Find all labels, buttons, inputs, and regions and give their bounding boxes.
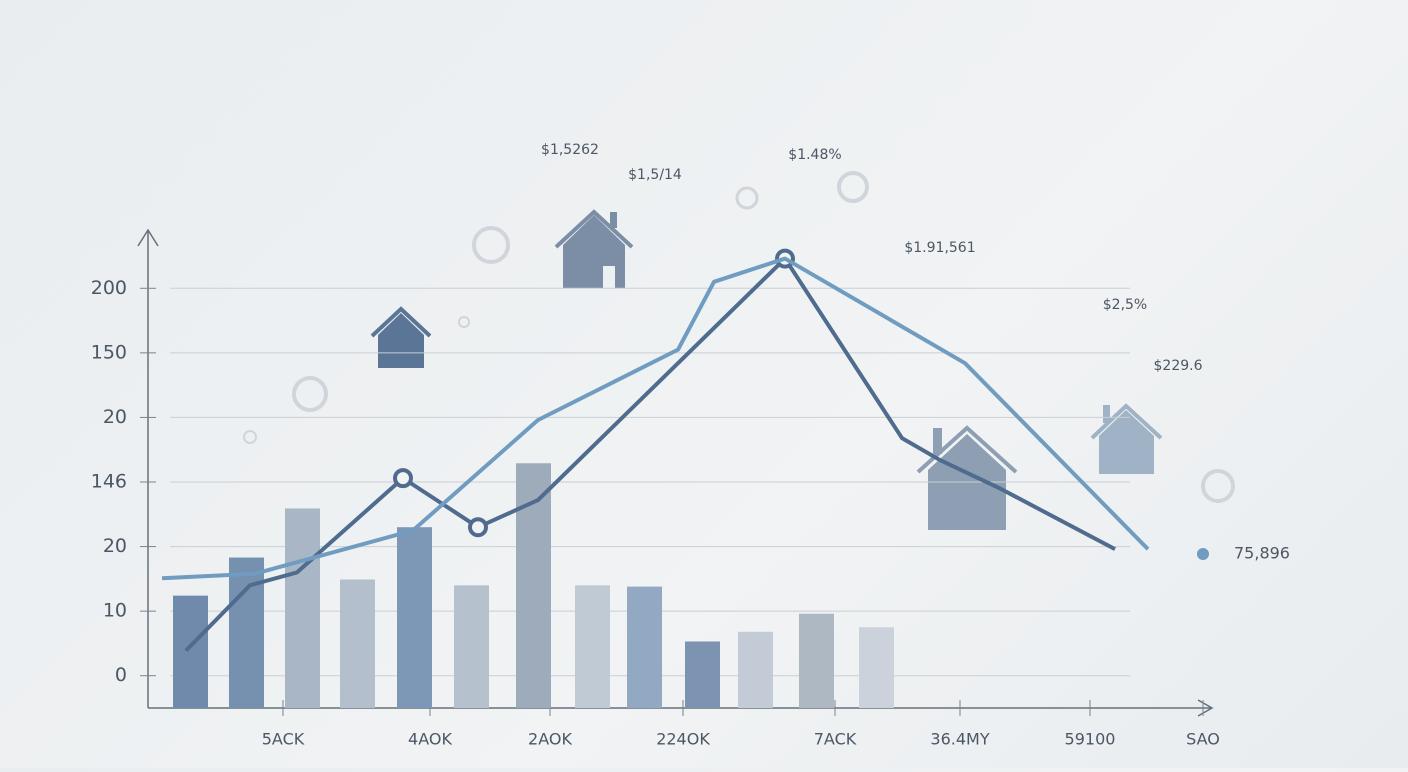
y-tick-label: 146 — [91, 471, 127, 493]
annotation: $1,5262 — [541, 142, 599, 158]
annotation: $1,5/14 — [628, 167, 682, 183]
annotation: $1.91,561 — [904, 240, 975, 256]
bar — [627, 586, 662, 708]
line — [184, 256, 1116, 652]
point-marker — [393, 468, 413, 489]
bar — [229, 557, 264, 708]
bar — [173, 595, 208, 708]
bar — [575, 585, 610, 708]
point-marker — [468, 517, 488, 538]
y-tick-label: 150 — [91, 341, 127, 363]
y-tick-label: 20 — [103, 406, 127, 428]
bar — [454, 585, 489, 708]
bar — [685, 641, 720, 708]
bar — [340, 579, 375, 708]
x-tick-label: 4AOK — [408, 730, 452, 749]
annotation: $2,5% — [1103, 297, 1147, 313]
annotation: $1.48% — [788, 147, 841, 163]
x-tick-label: 2AOK — [528, 730, 572, 749]
y-tick-label: 10 — [103, 600, 127, 622]
x-tick-label: 224OK — [656, 730, 710, 749]
y-tick-label: 0 — [115, 664, 127, 686]
x-tick-label: 59100 — [1065, 730, 1116, 749]
bar — [738, 631, 773, 708]
bar — [859, 627, 894, 708]
x-tick-label: 7ACK — [814, 730, 857, 749]
x-tick-label: 36.4MY — [930, 730, 989, 749]
bar — [397, 527, 432, 708]
bar — [799, 613, 834, 708]
bar — [285, 508, 320, 708]
annotation: $229.6 — [1154, 358, 1203, 374]
decorations — [243, 171, 1235, 503]
x-tick-label: 5ACK — [262, 730, 305, 749]
line — [161, 256, 1150, 581]
annotation-dot — [1197, 548, 1209, 560]
y-tick-label: 200 — [91, 277, 127, 299]
y-tick-label: 20 — [103, 535, 127, 557]
annotation: 75,896 — [1234, 544, 1290, 563]
x-tick-label: SAO — [1186, 730, 1220, 749]
